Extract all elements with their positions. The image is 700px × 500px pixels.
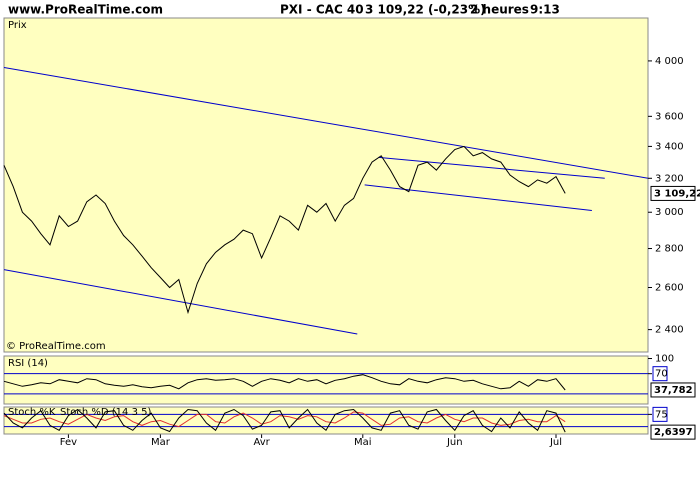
last-value-box [650,424,696,440]
y-tick-label: 2 600 [655,283,684,294]
x-tick-label: Jun [446,437,463,448]
y-tick-label: 2 400 [655,325,684,336]
quote: 3 109,22 (-0,23%) [365,3,486,17]
period: 2 heures [470,3,529,17]
level-box [652,366,668,382]
instrument: PXI - CAC 40 [280,3,364,17]
price-line [3,374,566,391]
y-tick-label: 3 200 [655,173,684,184]
last-value-box [650,185,696,201]
y-tick-label: 2 800 [655,244,684,255]
price-line [3,408,566,433]
last-value-label: 3 109,22 [654,188,700,199]
y-tick-label: 70 [655,369,668,380]
last-value-box [650,382,696,398]
x-tick-label: Mar [151,437,171,448]
x-tick-label: Jul [549,437,562,448]
trendline [364,184,592,211]
y-tick-label: 3 000 [655,207,684,218]
time: 9:13 [530,3,560,17]
y-tick-label: 4 000 [655,56,684,67]
trendline [3,269,358,335]
price-line [3,145,566,315]
trendline [378,156,605,179]
y-tick-label: 100 [655,354,674,365]
level-box [652,406,668,422]
y-tick-label: 75 [655,409,668,420]
x-tick-label: Mai [354,437,372,448]
last-value-label: 2,6397 [654,427,693,438]
x-tick-label: Avr [253,437,270,448]
panel-title: RSI (14) [8,358,48,369]
site: www.ProRealTime.com [8,3,163,17]
panel-title: Prix [8,20,27,31]
y-tick-label: 3 600 [655,111,684,122]
price-line [3,411,566,428]
x-tick-label: Fev [60,437,77,448]
y-tick-label: 3 400 [655,141,684,152]
watermark: © ProRealTime.com [6,341,106,352]
last-value-label: 37,782 [654,385,693,396]
legend-entry: Stoch %D (14 3 5) [60,407,151,418]
trendline [3,67,649,179]
plot-area [3,17,649,353]
legend-entry: Stoch %K [8,407,56,418]
